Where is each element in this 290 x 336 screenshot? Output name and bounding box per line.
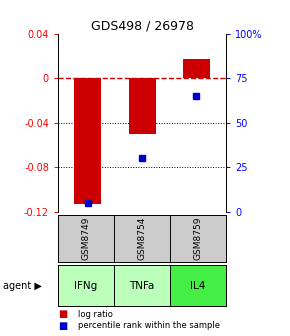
Text: percentile rank within the sample: percentile rank within the sample xyxy=(78,322,220,330)
Text: TNFa: TNFa xyxy=(129,281,155,291)
Bar xyxy=(183,59,210,78)
Title: GDS498 / 26978: GDS498 / 26978 xyxy=(90,19,194,33)
Text: log ratio: log ratio xyxy=(78,310,113,319)
Text: IL4: IL4 xyxy=(191,281,206,291)
Text: GSM8749: GSM8749 xyxy=(81,217,90,260)
Text: GSM8759: GSM8759 xyxy=(194,217,203,260)
Bar xyxy=(74,78,101,204)
Text: GSM8754: GSM8754 xyxy=(137,217,147,260)
Text: ■: ■ xyxy=(58,321,67,331)
Text: agent ▶: agent ▶ xyxy=(3,281,42,291)
Text: ■: ■ xyxy=(58,309,67,319)
Bar xyxy=(128,78,156,134)
Text: IFNg: IFNg xyxy=(75,281,98,291)
